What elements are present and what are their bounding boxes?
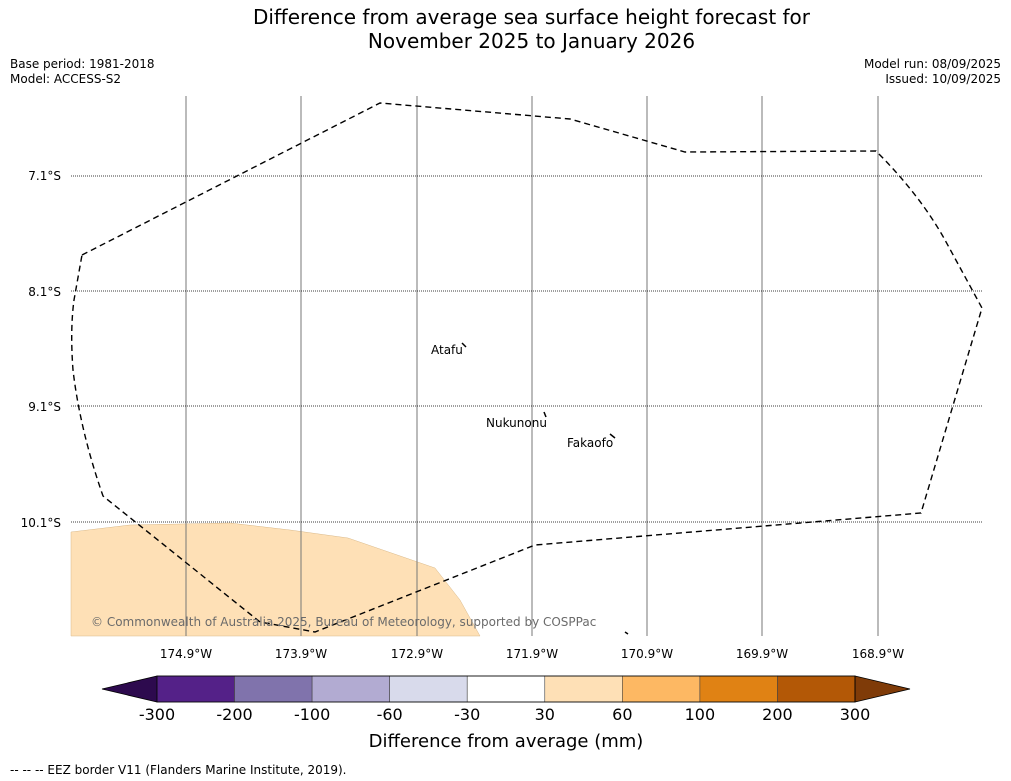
model-run: Model run: 08/09/2025 <box>863 57 1001 71</box>
place-label-nukunonu: Nukunonu <box>486 416 547 430</box>
colorbar-tick-label: -100 <box>294 705 330 724</box>
colorbar-bin <box>544 675 623 703</box>
colorbar-tick-label: 60 <box>612 705 632 724</box>
eez-footnote: -- -- -- EEZ border V11 (Flanders Marine… <box>10 763 347 777</box>
colorbar-tick-label: -30 <box>454 705 480 724</box>
colorbar: -300 -200 -100 -60 -30 30 60 100 200 300 <box>101 675 911 724</box>
colorbar-tick-label: 30 <box>535 705 555 724</box>
colorbar-bin <box>311 675 390 703</box>
colorbar-bin <box>777 675 856 703</box>
meta-left: Base period: 1981-2018 Model: ACCESS-S2 <box>10 57 155 87</box>
colorbar-label: Difference from average (mm) <box>369 731 644 752</box>
colorbar-extend-low <box>101 675 158 703</box>
colorbar-bin <box>699 675 778 703</box>
lat-label: 9.1°S <box>28 400 61 414</box>
lon-label: 173.9°W <box>275 647 327 661</box>
title-line-1: Difference from average sea surface heig… <box>252 5 811 29</box>
fakaofo-island-mark <box>609 433 616 439</box>
lon-label: 172.9°W <box>391 647 443 661</box>
colorbar-bin <box>234 675 313 703</box>
parallel-lines <box>71 175 982 523</box>
colorbar-bin <box>389 675 468 703</box>
colorbar-bin <box>156 675 235 703</box>
colorbar-bin <box>466 675 546 703</box>
lat-label: 7.1°S <box>28 169 61 183</box>
lat-label: 10.1°S <box>21 516 61 530</box>
model-name: Model: ACCESS-S2 <box>10 72 122 86</box>
base-period: Base period: 1981-2018 <box>10 57 155 71</box>
colorbar-tick-label: -200 <box>216 705 252 724</box>
colorbar-tick-label: 200 <box>762 705 793 724</box>
colorbar-tick-label: -60 <box>377 705 403 724</box>
colorbar-bin <box>622 675 701 703</box>
place-label-fakaofo: Fakaofo <box>567 436 613 450</box>
eez-border <box>71 102 983 633</box>
lon-label: 174.9°W <box>160 647 212 661</box>
colorbar-outline <box>156 675 856 703</box>
lon-label: 169.9°W <box>736 647 788 661</box>
meridian-lines <box>185 96 879 636</box>
lon-label: 168.9°W <box>852 647 904 661</box>
nukunonu-island-mark <box>543 411 547 418</box>
title-line-2: November 2025 to January 2026 <box>367 29 696 53</box>
colorbar-tick-label: -300 <box>139 705 175 724</box>
colorbar-tick-label: 300 <box>840 705 871 724</box>
lon-label: 171.9°W <box>506 647 558 661</box>
colorbar-tick-label: 100 <box>685 705 716 724</box>
atafu-island-mark <box>461 342 467 348</box>
map-title: Difference from average sea surface heig… <box>0 5 1011 53</box>
lon-label: 170.9°W <box>621 647 673 661</box>
lat-label: 8.1°S <box>28 285 61 299</box>
copyright-notice: © Commonwealth of Australia 2025, Bureau… <box>91 615 596 629</box>
meta-right: Model run: 08/09/2025 Issued: 10/09/2025 <box>864 57 1001 87</box>
colorbar-extend-high <box>854 675 911 703</box>
small-island-mark <box>624 631 629 635</box>
issued-date: Issued: 10/09/2025 <box>885 72 1001 86</box>
place-label-atafu: Atafu <box>431 343 463 357</box>
anomaly-patch <box>70 522 481 637</box>
